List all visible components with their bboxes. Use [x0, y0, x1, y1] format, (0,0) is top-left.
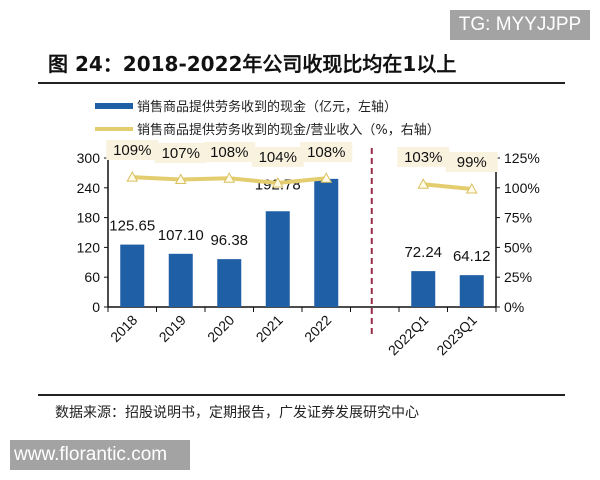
x-tick-label: 2018 — [107, 312, 140, 345]
ratio-marker — [271, 177, 284, 188]
ratio-marker — [320, 172, 333, 183]
bar-data-label: 72.24 — [404, 244, 442, 261]
legend-swatch-bar — [95, 102, 133, 109]
ratio-data-label: 109% — [113, 142, 151, 159]
y-right-tick-label: 75% — [504, 210, 532, 226]
ratio-marker — [174, 173, 187, 184]
chart-title: 图 24：2018-2022年公司收现比均在1以上 — [48, 52, 457, 76]
y-left-tick-label: 300 — [77, 150, 101, 166]
bar-data-label: 96.38 — [210, 232, 248, 249]
x-tick-label: 2019 — [156, 312, 189, 345]
ratio-line — [423, 182, 472, 191]
bar-data-label: 107.10 — [158, 227, 204, 244]
y-right-tick-label: 100% — [504, 180, 540, 196]
x-tick-label: 2020 — [204, 312, 237, 345]
source-rule — [38, 394, 565, 396]
x-tick-label: 2022Q1 — [385, 312, 432, 359]
watermark-site: www.florantic.com — [10, 440, 190, 470]
legend-item-bar: 销售商品提供劳务收到的现金（亿元，左轴） — [95, 96, 397, 115]
ratio-label-bg — [300, 142, 353, 162]
bar — [265, 211, 290, 307]
ratio-marker — [126, 171, 139, 182]
ratio-data-label: 108% — [210, 144, 248, 161]
y-right-tick-label: 125% — [504, 150, 540, 166]
source-note: 数据来源：招股说明书，定期报告，广发证券发展研究中心 — [55, 405, 419, 421]
y-right-tick-label: 0% — [504, 299, 524, 315]
x-tick-label: 2021 — [253, 312, 286, 345]
y-right-tick-label: 50% — [504, 239, 532, 255]
ratio-label-bg — [445, 152, 498, 172]
y-left-tick-label: 240 — [77, 180, 101, 196]
bar — [314, 178, 339, 307]
ratio-data-label: 99% — [457, 154, 487, 171]
title-rule — [38, 82, 565, 84]
y-left-tick-label: 0 — [92, 299, 100, 315]
bar — [217, 259, 242, 307]
watermark-tg: TG: MYYJJPP — [450, 10, 590, 40]
y-left-tick-label: 180 — [77, 210, 101, 226]
ratio-marker — [417, 178, 430, 189]
bar-data-label: 64.12 — [453, 248, 491, 265]
bar — [168, 253, 193, 307]
legend-label: 销售商品提供劳务收到的现金/营业收入（%，右轴） — [137, 123, 440, 138]
ratio-label-bg — [397, 147, 450, 167]
bar-data-label: 125.65 — [109, 218, 155, 235]
x-tick-label: 2022 — [301, 312, 334, 345]
ratio-label-bg — [203, 142, 256, 162]
bar — [459, 275, 484, 307]
ratio-marker — [223, 172, 236, 183]
bar — [411, 271, 436, 307]
bar — [120, 244, 145, 307]
y-left-tick-label: 120 — [77, 239, 101, 255]
ratio-data-label: 108% — [307, 144, 345, 161]
x-tick-label: 2023Q1 — [433, 312, 480, 359]
legend-item-line: 销售商品提供劳务收到的现金/营业收入（%，右轴） — [95, 119, 440, 138]
ratio-data-label: 104% — [259, 149, 297, 166]
ratio-data-label: 103% — [404, 149, 442, 166]
y-left-tick-label: 60 — [84, 269, 100, 285]
legend-label: 销售商品提供劳务收到的现金（亿元，左轴） — [137, 100, 398, 115]
ratio-label-bg — [251, 147, 304, 167]
ratio-label-bg — [154, 143, 207, 163]
ratio-data-label: 107% — [162, 145, 200, 162]
ratio-label-bg — [106, 140, 159, 160]
legend-swatch-line — [95, 126, 133, 131]
y-right-tick-label: 25% — [504, 269, 532, 285]
ratio-marker — [465, 182, 478, 194]
